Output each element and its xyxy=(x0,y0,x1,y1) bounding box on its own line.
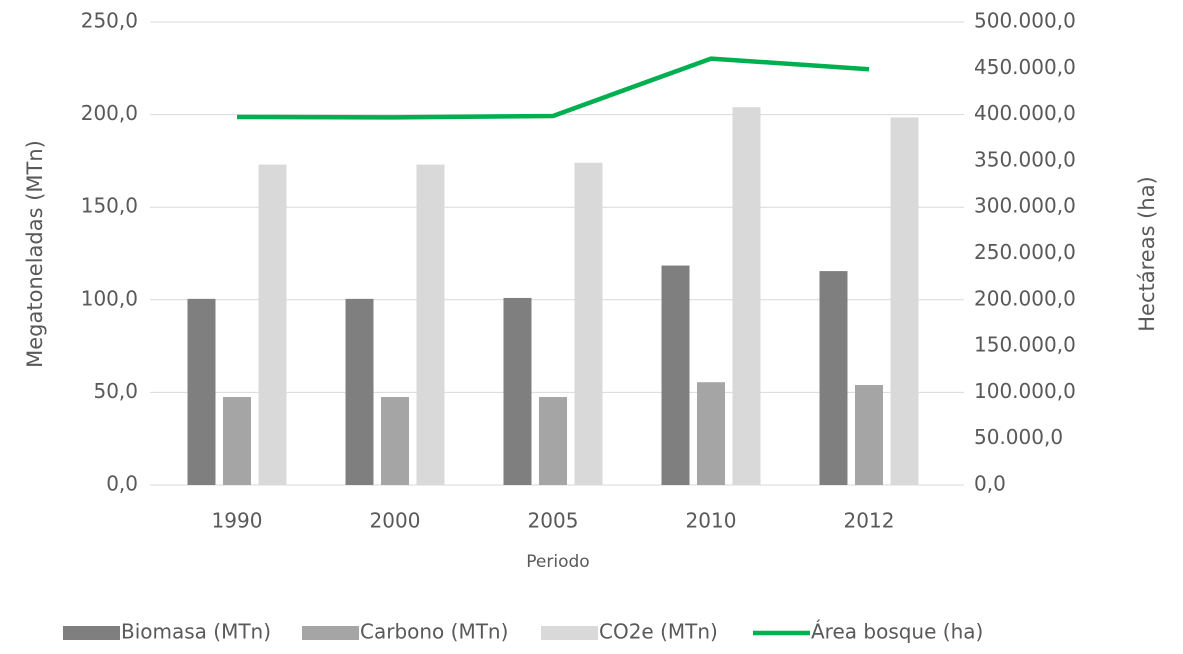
bar xyxy=(855,384,883,485)
y2-tick-label: 100.000,0 xyxy=(974,379,1076,403)
y2-tick-label: 250.000,0 xyxy=(974,240,1076,264)
bar xyxy=(258,164,287,485)
y2-tick-label: 400.000,0 xyxy=(974,101,1076,125)
bar xyxy=(539,397,567,485)
legend-swatch xyxy=(302,626,359,640)
legend-label: Área bosque (ha) xyxy=(811,620,983,644)
x-axis-label: Periodo xyxy=(526,552,589,572)
bar xyxy=(381,397,409,485)
legend-label: Biomasa (MTn) xyxy=(121,620,271,644)
legend-swatch xyxy=(63,626,120,640)
x-tick-label: 2005 xyxy=(528,509,579,533)
y-tick-label: 100,0 xyxy=(81,286,138,310)
y-tick-label: 250,0 xyxy=(81,9,138,33)
x-tick-label: 2010 xyxy=(686,509,737,533)
y2-tick-label: 350.000,0 xyxy=(974,147,1076,171)
bar xyxy=(503,297,532,485)
y-tick-label: 200,0 xyxy=(81,101,138,125)
bar xyxy=(697,382,725,485)
x-tick-label: 1990 xyxy=(212,509,263,533)
y2-tick-label: 0,0 xyxy=(974,472,1006,496)
y2-tick-label: 200.000,0 xyxy=(974,286,1076,310)
bar xyxy=(732,107,761,485)
y2-tick-label: 150.000,0 xyxy=(974,333,1076,357)
y2-tick-label: 300.000,0 xyxy=(974,194,1076,218)
y2-tick-label: 50.000,0 xyxy=(974,425,1063,449)
y2-axis-label: Hectáreas (ha) xyxy=(1135,176,1159,332)
bar xyxy=(187,298,216,485)
legend-label: CO2e (MTn) xyxy=(599,620,718,644)
bar xyxy=(416,164,445,485)
bar xyxy=(661,265,690,485)
bar xyxy=(819,271,848,485)
bar xyxy=(574,162,603,485)
bar xyxy=(223,397,251,485)
line xyxy=(236,56,870,120)
y-tick-label: 0,0 xyxy=(106,472,138,496)
legend-swatch xyxy=(541,626,598,640)
bar xyxy=(890,117,919,486)
x-tick-label: 2000 xyxy=(370,509,421,533)
x-tick-label: 2012 xyxy=(844,509,895,533)
y-tick-label: 150,0 xyxy=(81,194,138,218)
y-tick-label: 50,0 xyxy=(93,379,138,403)
bar xyxy=(345,298,374,485)
y-axis-label: Megatoneladas (MTn) xyxy=(23,140,47,368)
legend-label: Carbono (MTn) xyxy=(360,620,508,644)
y2-tick-label: 450.000,0 xyxy=(974,55,1076,79)
y2-tick-label: 500.000,0 xyxy=(974,9,1076,33)
